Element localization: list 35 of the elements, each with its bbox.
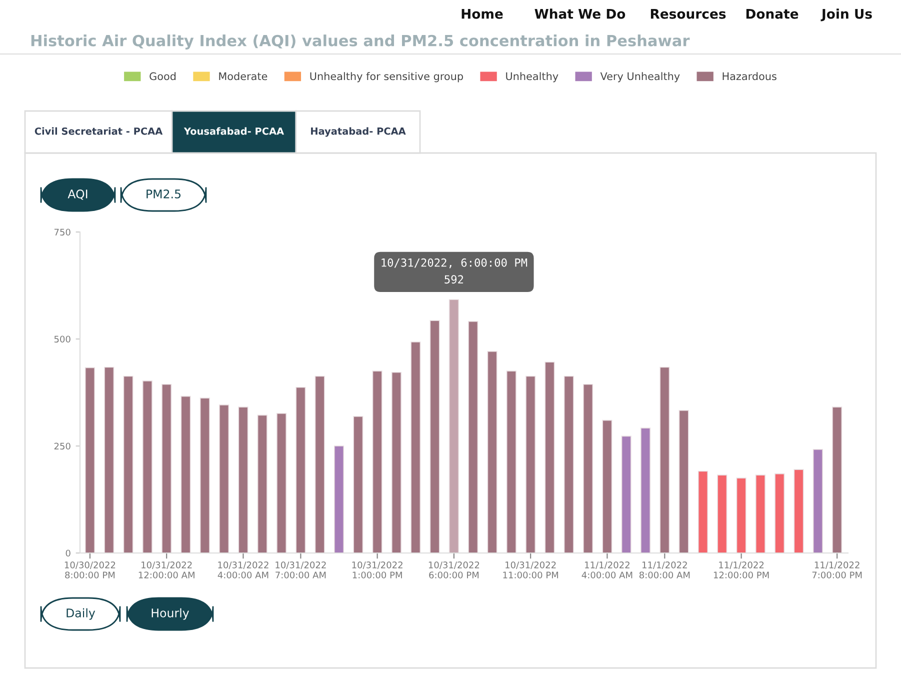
text: Join Us bbox=[820, 8, 872, 22]
text: Hourly bbox=[152, 608, 189, 620]
text: Home bbox=[462, 9, 503, 19]
y-tick-label: 750 bbox=[54, 228, 70, 236]
x-tick-label: 11/1/2022 7:00:00 PM bbox=[812, 561, 862, 578]
chart-title: Historic Air Quality Index (AQI) values and PM2.5 concentration in Peshawar bbox=[31, 34, 690, 50]
x-tick-label: 10/31/2022 11:00:00 PM bbox=[503, 561, 558, 578]
x-tick-label: 11/1/2022 8:00:00 AM bbox=[639, 561, 690, 578]
legend-label: Unhealthy bbox=[506, 72, 558, 82]
text: AQI bbox=[68, 189, 88, 200]
legend-label: Hazardous bbox=[722, 72, 776, 80]
text: Resources bbox=[650, 9, 726, 19]
x-tick-label: 10/31/2022 7:00:00 AM bbox=[276, 561, 326, 578]
x-tick-label: 10/31/2022 6:00:00 PM bbox=[428, 561, 480, 578]
x-tick-label: 11/1/2022 4:00:00 AM bbox=[582, 561, 632, 578]
text: Daily bbox=[66, 608, 96, 620]
x-tick-label: 10/31/2022 12:00:00 AM bbox=[138, 561, 194, 578]
text: Yousafabad- PCAA bbox=[184, 127, 284, 135]
x-tick-label: 11/1/2022 12:00:00 PM bbox=[714, 561, 769, 578]
legend-label: Unhealthy for sensitive group bbox=[310, 72, 463, 82]
legend-label: Good bbox=[150, 72, 176, 80]
text: Hayatabad- PCAA bbox=[311, 127, 406, 137]
text: Donate bbox=[746, 9, 798, 19]
y-tick-label: 0 bbox=[66, 550, 70, 557]
text: Civil Secretariat - PCAA bbox=[34, 127, 163, 135]
legend-label: Moderate bbox=[219, 72, 268, 80]
text: What We Do bbox=[534, 8, 626, 19]
x-tick-label: 10/30/2022 8:00:00 PM bbox=[64, 561, 116, 578]
text: PM2.5 bbox=[146, 189, 181, 198]
y-tick-label: 250 bbox=[54, 442, 70, 450]
x-tick-label: 10/31/2022 4:00:00 AM bbox=[218, 561, 268, 578]
legend-label: Very Unhealthy bbox=[600, 72, 680, 82]
annotation: 10/31/2022, 6:00:00 PM 592 bbox=[382, 258, 528, 284]
y-tick-label: 500 bbox=[54, 336, 70, 343]
x-tick-label: 10/31/2022 1:00:00 PM bbox=[352, 561, 402, 578]
